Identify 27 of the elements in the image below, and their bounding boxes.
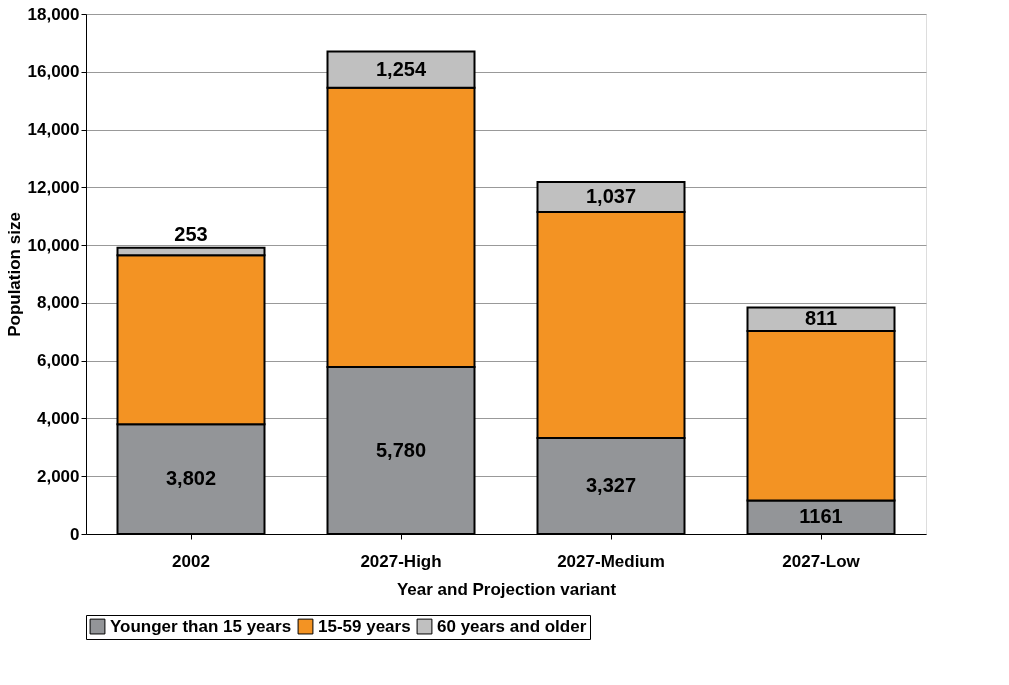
y-axis-title: Population size (4, 212, 24, 337)
y-tick-label: 18,000 (27, 4, 80, 24)
y-tick-label: 4,000 (36, 408, 80, 428)
y-tick-label: 14,000 (27, 120, 80, 140)
data-label: 1,037 (585, 185, 637, 207)
legend-label: 15-59 years (318, 616, 411, 636)
data-label: 1161 (799, 505, 843, 528)
data-label: 1,254 (375, 57, 427, 80)
y-tick-label: 8,000 (36, 293, 80, 313)
y-tick-label: 2,000 (36, 466, 80, 486)
legend-label: Younger than 15 years (110, 616, 292, 636)
legend-label: 60 years and older (437, 616, 587, 636)
data-label: 811 (804, 307, 838, 330)
data-label: 3,327 (585, 473, 637, 496)
y-tick-label: 12,000 (27, 177, 80, 197)
x-tick-label: 2027-High (360, 551, 442, 571)
y-tick-label: 6,000 (36, 351, 80, 371)
y-tick-label: 16,000 (27, 62, 80, 82)
x-axis-title: Year and Projection variant (396, 579, 617, 599)
x-tick-label: 2027-Low (782, 551, 861, 571)
data-label: 3,802 (165, 467, 217, 490)
y-tick-label: 0 (70, 524, 80, 544)
x-tick-label: 2027-Medium (557, 551, 665, 571)
x-tick-label: 2002 (172, 551, 210, 571)
data-label: 253 (174, 222, 208, 245)
data-label: 5,780 (375, 438, 427, 461)
y-tick-label: 10,000 (27, 235, 80, 255)
